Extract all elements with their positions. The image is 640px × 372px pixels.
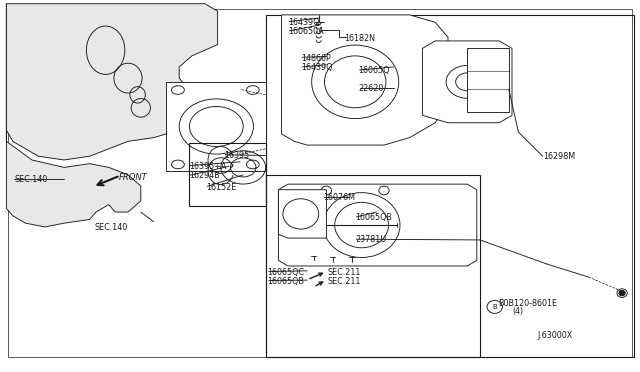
Text: 16065QC: 16065QC <box>268 268 305 277</box>
Text: 16065QB: 16065QB <box>268 277 305 286</box>
Text: 16294B: 16294B <box>189 171 220 180</box>
Text: 16439Q: 16439Q <box>288 18 319 27</box>
Text: B: B <box>492 304 497 310</box>
Bar <box>266 15 634 357</box>
Polygon shape <box>278 190 326 238</box>
Polygon shape <box>6 4 218 160</box>
Polygon shape <box>422 41 512 123</box>
Text: (4): (4) <box>512 307 523 316</box>
Text: SEC.140: SEC.140 <box>14 175 47 184</box>
Text: 16439Q: 16439Q <box>301 63 332 72</box>
Text: 16065Q: 16065Q <box>358 66 390 75</box>
Ellipse shape <box>619 291 625 296</box>
Text: SEC.140: SEC.140 <box>95 223 128 232</box>
Text: 16395: 16395 <box>224 151 249 160</box>
Bar <box>266 175 480 357</box>
Text: 16395+A: 16395+A <box>189 162 226 171</box>
Polygon shape <box>278 184 477 266</box>
Text: 22620: 22620 <box>358 84 384 93</box>
Polygon shape <box>282 15 448 145</box>
Text: 16076M: 16076M <box>323 193 355 202</box>
Text: 16065QB: 16065QB <box>355 213 392 222</box>
Text: 16152E: 16152E <box>206 183 236 192</box>
Text: FRONT: FRONT <box>118 173 147 182</box>
Text: 16298M: 16298M <box>543 152 575 161</box>
Text: 23781U: 23781U <box>355 235 387 244</box>
Bar <box>467 48 509 112</box>
Text: SEC.211: SEC.211 <box>328 277 361 286</box>
Polygon shape <box>6 4 141 227</box>
Bar <box>189 143 266 206</box>
Text: J.63000X: J.63000X <box>538 331 573 340</box>
Text: SEC.211: SEC.211 <box>328 268 361 277</box>
Text: B0B120-8601E: B0B120-8601E <box>498 299 557 308</box>
Text: 160650A: 160650A <box>288 27 324 36</box>
Bar <box>166 82 266 171</box>
Text: 14866P: 14866P <box>301 54 330 62</box>
Text: 16182N: 16182N <box>344 34 375 43</box>
